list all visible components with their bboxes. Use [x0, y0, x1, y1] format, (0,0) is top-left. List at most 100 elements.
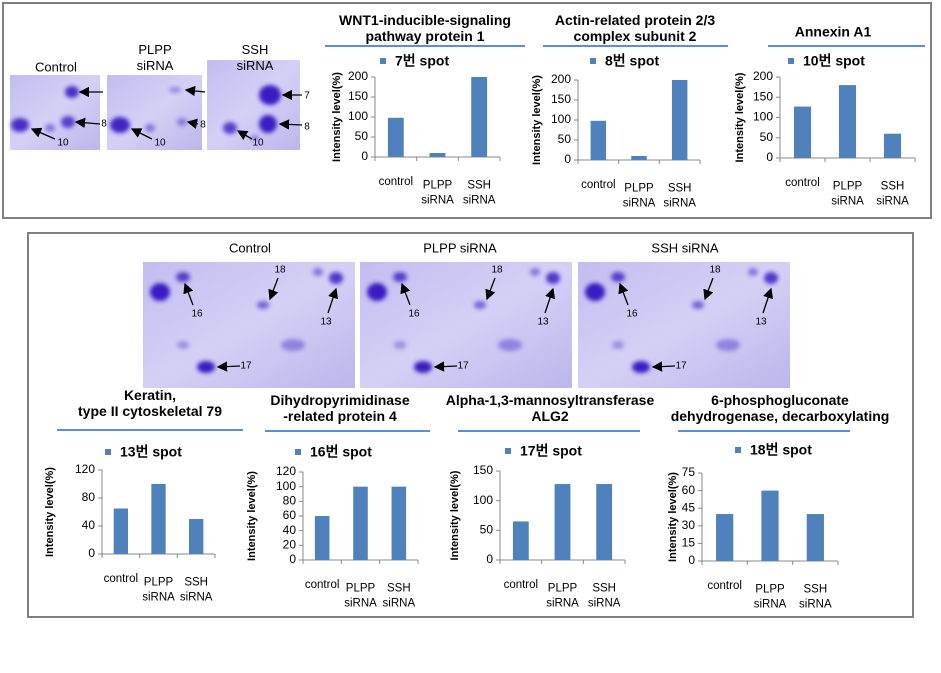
y-tick-label: 0 — [361, 149, 368, 163]
y-tick-label: 0 — [688, 553, 695, 567]
spot-label: 13 — [320, 317, 332, 328]
gel-spot — [329, 272, 343, 284]
gel-spot — [259, 85, 281, 105]
gel-spot — [367, 283, 387, 301]
y-tick-label: 150 — [348, 89, 368, 103]
spot-label: 17 — [240, 361, 252, 372]
x-tick-label: PLPP siRNA — [831, 181, 864, 208]
y-tick-label: 60 — [682, 483, 696, 497]
arrow — [278, 119, 303, 130]
y-tick-label: 75 — [682, 465, 696, 479]
bar — [716, 514, 734, 561]
y-axis-label: Intensity level(%) — [44, 467, 56, 557]
y-tick-label: 200 — [753, 69, 773, 83]
arrow — [74, 117, 101, 128]
gel-label: SSH siRNA — [237, 42, 274, 73]
x-tick-label: SSH siRNA — [876, 181, 909, 208]
gel-spot — [177, 341, 189, 349]
y-tick-label: 100 — [473, 493, 493, 507]
x-tick-label: SSH siRNA — [588, 583, 621, 610]
x-tick-label: control — [104, 573, 139, 585]
gel-spot — [223, 122, 237, 134]
y-axis-label: Intensity level(%) — [331, 72, 343, 162]
gel-spot — [169, 87, 181, 93]
gel-spot — [281, 339, 305, 351]
chart-title: WNT1-inducible-signaling pathway protein … — [339, 12, 511, 44]
arrow — [184, 85, 206, 97]
gel-spot — [259, 115, 277, 133]
gel-spot — [611, 272, 625, 282]
bar — [596, 484, 613, 560]
y-tick-label: 20 — [283, 538, 297, 552]
gel-spot — [61, 116, 75, 128]
legend-label: 18번 spot — [750, 442, 812, 458]
bar — [387, 117, 404, 157]
x-tick-label: control — [379, 176, 414, 188]
gel-spot — [65, 86, 79, 98]
y-tick-label: 200 — [551, 72, 571, 86]
chart-title: Annexin A1 — [795, 24, 872, 40]
y-axis-label: Intensity level(%) — [667, 472, 679, 562]
y-tick-label: 60 — [283, 508, 297, 522]
bar — [554, 484, 571, 560]
spot-label: 18 — [491, 265, 503, 276]
spot-label: 16 — [626, 309, 638, 320]
gel-image — [143, 262, 355, 388]
y-tick-label: 50 — [558, 132, 572, 146]
gel-spot — [546, 272, 560, 284]
gel-spot — [394, 341, 406, 349]
x-tick-label: PLPP siRNA — [421, 180, 454, 207]
gel-spot — [585, 283, 605, 301]
x-tick-label: PLPP siRNA — [623, 183, 656, 210]
y-axis-label: Intensity level(%) — [734, 72, 746, 162]
arrow — [703, 277, 714, 301]
y-tick-label: 120 — [75, 462, 95, 476]
x-tick-label: SSH siRNA — [663, 183, 696, 210]
gel-spot — [748, 268, 758, 276]
legend-swatch — [590, 58, 596, 64]
gel-spot — [197, 361, 215, 373]
bar — [429, 153, 446, 157]
arrow — [651, 361, 676, 372]
arrow — [762, 287, 774, 314]
gel-spot — [150, 283, 170, 301]
chart-title: Alpha-1,3-mannosyltransferase ALG2 — [446, 392, 655, 424]
top-frame — [2, 2, 932, 219]
gel-image — [207, 60, 300, 150]
spot-label: 18 — [709, 265, 721, 276]
gel-spot — [530, 268, 540, 276]
arrow — [268, 277, 279, 301]
y-tick-label: 0 — [564, 152, 571, 166]
spot-label: 17 — [457, 361, 469, 372]
bar — [512, 521, 529, 560]
spot-label: 16 — [191, 309, 203, 320]
legend-swatch — [105, 449, 111, 455]
gel-spot — [474, 301, 486, 309]
gel-spot — [414, 361, 432, 373]
spot-label: 13 — [537, 317, 549, 328]
gel-spot — [11, 118, 29, 132]
y-tick-label: 200 — [348, 69, 368, 83]
gel-label: Control — [229, 240, 271, 255]
legend-label: 16번 spot — [310, 444, 372, 460]
y-tick-label: 150 — [753, 89, 773, 103]
gel-label: PLPP siRNA — [137, 42, 174, 73]
spot-label: 17 — [675, 361, 687, 372]
bar — [761, 490, 779, 561]
y-tick-label: 80 — [82, 490, 96, 504]
spot-label: 16 — [408, 309, 420, 320]
spot-label: 18 — [274, 265, 286, 276]
bar — [151, 484, 166, 554]
gel-spot — [716, 339, 740, 351]
arrow — [327, 287, 339, 314]
y-tick-label: 100 — [753, 110, 773, 124]
gel-image — [360, 262, 572, 388]
gel-spot — [176, 272, 190, 282]
bar — [793, 106, 812, 158]
y-axis-label: Intensity level(%) — [531, 75, 543, 165]
bar — [391, 486, 407, 560]
chart-title: 6-phosphogluconate dehydrogenase, decarbo… — [671, 392, 890, 424]
y-tick-label: 50 — [355, 129, 369, 143]
legend-label: 17번 spot — [520, 443, 582, 459]
arrow — [544, 287, 556, 314]
